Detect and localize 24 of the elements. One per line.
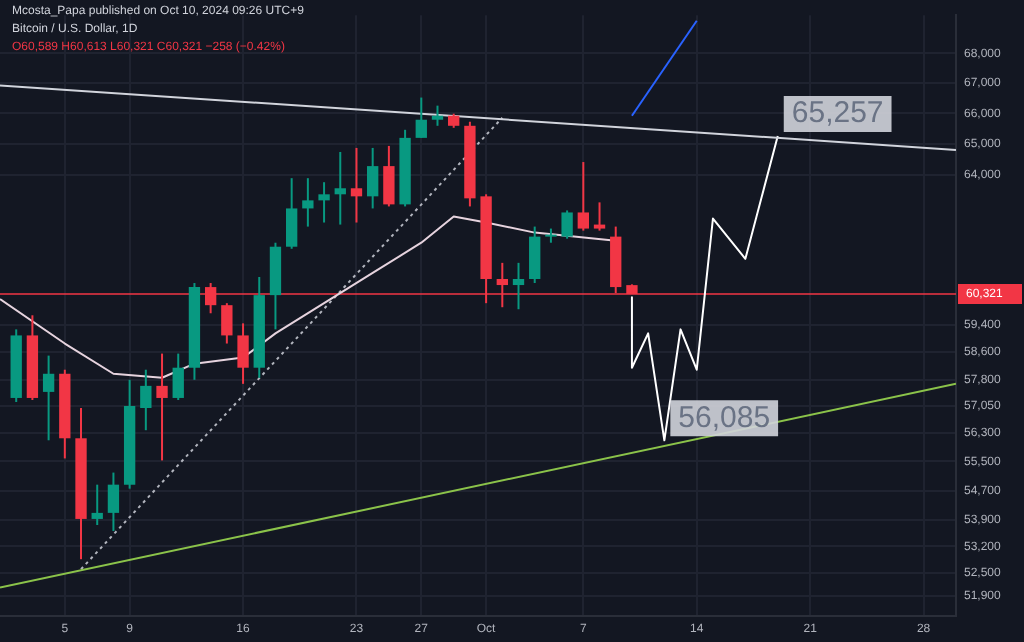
candlestick <box>140 368 152 432</box>
candlestick <box>237 322 249 385</box>
candlestick <box>529 225 541 285</box>
candlestick <box>107 471 120 533</box>
candlestick <box>415 96 427 139</box>
candlestick <box>577 161 589 232</box>
candlestick <box>221 302 233 345</box>
candlestick <box>318 181 330 224</box>
candlestick <box>367 146 379 210</box>
candlestick <box>172 352 184 401</box>
candlestick <box>285 177 298 250</box>
candlestick <box>593 201 606 232</box>
candlestick <box>431 104 444 127</box>
candlestick <box>334 150 346 226</box>
candlestick <box>383 144 395 208</box>
candlestick <box>512 261 525 311</box>
candlestick <box>302 177 314 228</box>
annotation: 65,257 <box>791 96 884 131</box>
candlestick <box>42 354 55 442</box>
candlestick <box>561 209 573 240</box>
candlestick <box>350 146 363 224</box>
candlestick <box>91 483 103 526</box>
candlestick <box>156 352 168 462</box>
annotation: 56,085 <box>678 400 771 435</box>
